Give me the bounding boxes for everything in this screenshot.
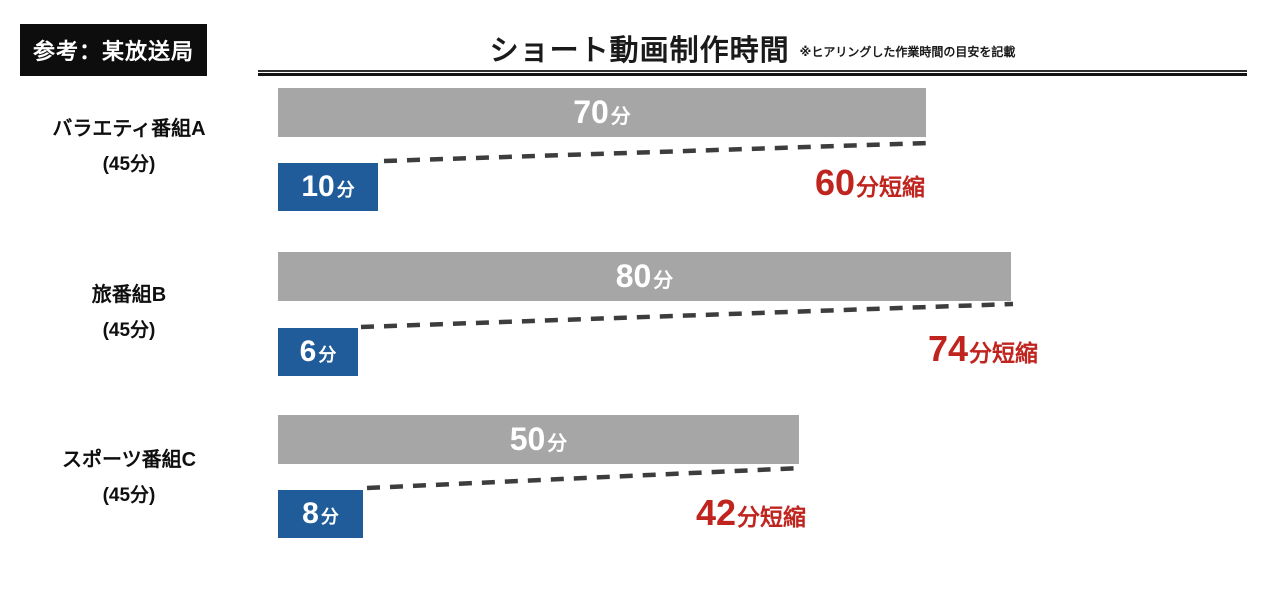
chart-title: ショート動画制作時間 [489,35,790,67]
category-name: スポーツ番組C [61,449,197,471]
before-bar-row-3: 50 分 [278,415,799,464]
connector-row-1 [383,140,929,164]
after-value: 8 [302,497,319,530]
title-divider [258,70,1247,76]
before-value: 70 [573,94,609,130]
after-unit: 分 [320,507,339,527]
before-value: 50 [509,421,546,457]
category-duration: (45分) [102,154,156,175]
reduction-value: 60 [814,162,855,203]
after-value: 6 [299,335,317,368]
category-duration: (45分) [102,320,156,341]
category-duration: (45分) [102,485,156,506]
reduction-label-row-1: 60 分短縮 [815,164,925,206]
reduction-suffix: 分短縮 [737,504,806,530]
category-name: 旅番組B [91,284,167,306]
reduction-value: 74 [927,328,968,369]
reduction-suffix: 分短縮 [856,174,925,200]
connector-row-3 [366,465,802,491]
before-bar-row-2: 80 分 [278,252,1011,301]
before-unit: 分 [547,433,568,455]
category-label-row-2: 旅番組B (45分) [0,278,258,348]
after-value: 10 [301,170,335,203]
reduction-value: 42 [695,492,736,533]
category-label-row-3: スポーツ番組C (45分) [0,443,258,513]
category-label-row-1: バラエティ番組A (45分) [0,112,258,182]
after-bar-row-1: 10 分 [278,163,378,211]
before-bar-row-1: 70 分 [278,88,926,137]
connector-row-2 [360,301,1014,330]
chart-title-note: ※ヒアリングした作業時間の目安を記載 [799,44,1016,59]
after-unit: 分 [336,180,355,200]
before-value: 80 [615,258,652,294]
reduction-suffix: 分短縮 [969,340,1038,366]
reduction-label-row-2: 74 分短縮 [928,330,1038,372]
reduction-label-row-3: 42 分短縮 [696,494,806,536]
category-name: バラエティ番組A [52,118,206,140]
before-unit: 分 [610,106,631,128]
chart-title-area: ショート動画制作時間 ※ヒアリングした作業時間の目安を記載 [258,26,1247,70]
reference-badge: 参考：某放送局 [20,24,207,76]
before-unit: 分 [653,270,674,292]
after-unit: 分 [318,345,337,365]
